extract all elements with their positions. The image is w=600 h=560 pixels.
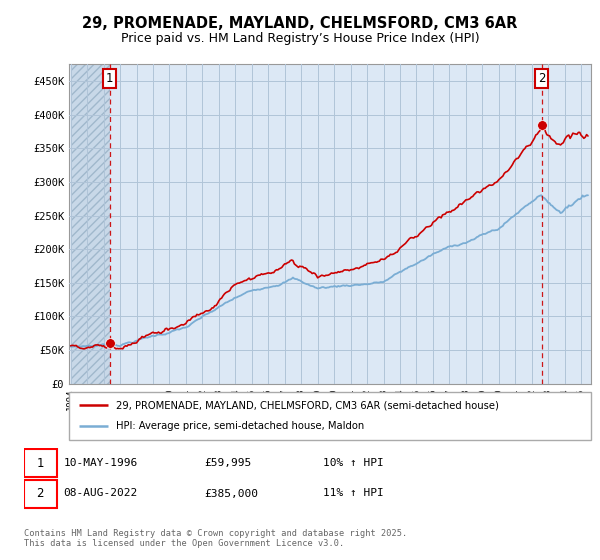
Text: 29, PROMENADE, MAYLAND, CHELMSFORD, CM3 6AR (semi-detached house): 29, PROMENADE, MAYLAND, CHELMSFORD, CM3 … [116,400,499,410]
Text: 29, PROMENADE, MAYLAND, CHELMSFORD, CM3 6AR: 29, PROMENADE, MAYLAND, CHELMSFORD, CM3 … [82,16,518,31]
FancyBboxPatch shape [69,392,591,440]
Text: 08-AUG-2022: 08-AUG-2022 [64,488,138,498]
Text: Contains HM Land Registry data © Crown copyright and database right 2025.
This d: Contains HM Land Registry data © Crown c… [24,529,407,548]
Text: 2: 2 [37,487,44,500]
Bar [71,64,110,384]
Text: 11% ↑ HPI: 11% ↑ HPI [323,488,383,498]
Text: £59,995: £59,995 [205,459,252,468]
Bar [71,64,110,384]
FancyBboxPatch shape [24,479,57,507]
Text: Price paid vs. HM Land Registry’s House Price Index (HPI): Price paid vs. HM Land Registry’s House … [121,31,479,45]
Text: 10% ↑ HPI: 10% ↑ HPI [323,459,383,468]
FancyBboxPatch shape [24,449,57,477]
Text: 10-MAY-1996: 10-MAY-1996 [64,459,138,468]
Text: 1: 1 [37,457,44,470]
Text: HPI: Average price, semi-detached house, Maldon: HPI: Average price, semi-detached house,… [116,421,364,431]
Text: £385,000: £385,000 [205,488,259,498]
Text: 1: 1 [106,72,113,85]
Text: 2: 2 [538,72,545,85]
